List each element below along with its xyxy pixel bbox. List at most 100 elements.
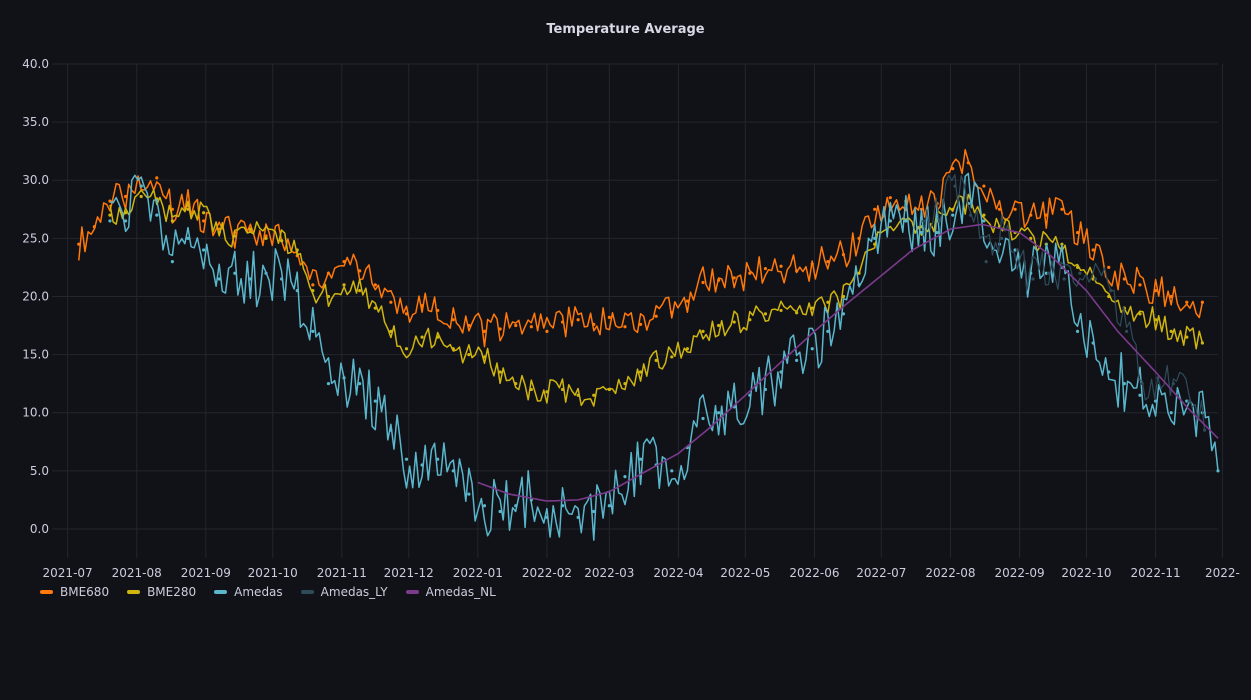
- data-point: [139, 194, 143, 199]
- data-point: [1091, 248, 1095, 252]
- data-point: [1200, 341, 1204, 345]
- data-point: [1029, 236, 1033, 240]
- data-point: [623, 382, 627, 386]
- data-point: [404, 312, 409, 316]
- legend-item-bme280[interactable]: BME280: [127, 585, 196, 599]
- data-point: [1153, 289, 1158, 293]
- data-point: [404, 457, 409, 461]
- data-point: [1029, 213, 1033, 217]
- legend-swatch: [127, 590, 141, 594]
- data-point: [717, 411, 721, 415]
- data-point: [826, 300, 830, 304]
- data-point: [295, 248, 299, 252]
- data-point: [560, 387, 565, 392]
- x-tick-label: 2021-12: [384, 566, 434, 580]
- data-point: [342, 283, 346, 287]
- data-point: [1046, 271, 1051, 275]
- data-point: [951, 167, 955, 171]
- data-point: [919, 230, 924, 235]
- data-point: [467, 323, 471, 328]
- data-point: [436, 308, 440, 313]
- data-point: [373, 283, 377, 287]
- data-point: [1138, 283, 1142, 287]
- chart-svg[interactable]: 40.0 35.0 30.0 25.0 20.0 15.0 10.0 5.0 0.0 2021-0…: [0, 0, 1251, 580]
- data-point: [1185, 300, 1189, 304]
- data-point: [1185, 335, 1189, 339]
- data-point: [1031, 277, 1035, 281]
- series-line-bme280[interactable]: [109, 189, 1204, 407]
- data-point: [170, 219, 174, 223]
- data-point: [779, 264, 783, 268]
- data-point: [1078, 271, 1082, 275]
- data-point: [841, 312, 846, 316]
- series-line-bme680[interactable]: [78, 148, 1204, 348]
- data-point: [607, 315, 611, 319]
- data-point: [155, 176, 159, 180]
- data-point: [420, 335, 424, 339]
- data-point: [436, 457, 440, 461]
- legend-label: Amedas_LY: [320, 585, 388, 599]
- series-line-amedas[interactable]: [109, 172, 1219, 541]
- legend-item-amedas-ly[interactable]: Amedas_LY: [300, 585, 388, 599]
- data-point: [389, 428, 393, 432]
- data-point: [732, 320, 736, 324]
- data-point: [264, 234, 268, 238]
- data-point: [763, 387, 768, 392]
- data-point: [607, 504, 611, 508]
- data-point: [1107, 265, 1111, 270]
- x-tick-label: 2022-07: [856, 566, 906, 580]
- data-point: [217, 277, 221, 281]
- legend-label: Amedas_NL: [425, 585, 496, 599]
- x-tick-label: 2022-06: [789, 566, 839, 580]
- data-point: [389, 329, 393, 333]
- data-point: [92, 225, 96, 229]
- data-point: [779, 308, 783, 313]
- data-point: [638, 322, 643, 326]
- data-point: [1156, 376, 1160, 380]
- data-point: [701, 329, 705, 333]
- y-tick-label: 40.0: [22, 57, 49, 71]
- data-point: [373, 306, 377, 310]
- data-point: [217, 230, 221, 235]
- data-point: [685, 347, 689, 351]
- data-point: [1153, 399, 1158, 403]
- data-point: [358, 269, 362, 273]
- data-point: [482, 355, 487, 359]
- data-point: [779, 370, 783, 374]
- data-point: [763, 266, 768, 271]
- legend-item-amedas-nl[interactable]: Amedas_NL: [405, 585, 496, 599]
- data-point: [280, 239, 284, 243]
- data-point: [1169, 329, 1173, 333]
- data-point: [748, 318, 752, 322]
- data-point: [873, 207, 877, 211]
- legend-item-bme680[interactable]: BME680: [40, 585, 109, 599]
- data-point: [810, 306, 814, 310]
- data-point: [982, 219, 986, 223]
- x-tick-label: 2022-04: [653, 566, 703, 580]
- data-point: [1203, 428, 1207, 432]
- data-point: [873, 236, 877, 240]
- legend-swatch: [214, 590, 228, 594]
- data-point: [1109, 289, 1113, 293]
- data-point: [966, 161, 970, 165]
- data-point: [592, 509, 596, 514]
- data-point: [264, 271, 268, 275]
- legend-swatch: [300, 590, 314, 594]
- data-point: [1091, 277, 1095, 281]
- data-point: [342, 376, 346, 380]
- data-point: [701, 280, 705, 285]
- data-point: [592, 322, 596, 326]
- data-point: [1015, 248, 1019, 252]
- legend-item-amedas[interactable]: Amedas: [214, 585, 283, 599]
- x-tick-label: 2021-10: [248, 566, 298, 580]
- grid: [52, 63, 1223, 558]
- data-point: [982, 184, 986, 188]
- data-point: [888, 196, 892, 200]
- series-line-amedas-nl[interactable]: [477, 223, 1219, 502]
- data-point: [576, 515, 580, 519]
- data-point: [498, 370, 502, 374]
- data-point: [763, 312, 768, 316]
- data-point: [1169, 294, 1173, 299]
- x-tick-label: 2022-02: [522, 566, 572, 580]
